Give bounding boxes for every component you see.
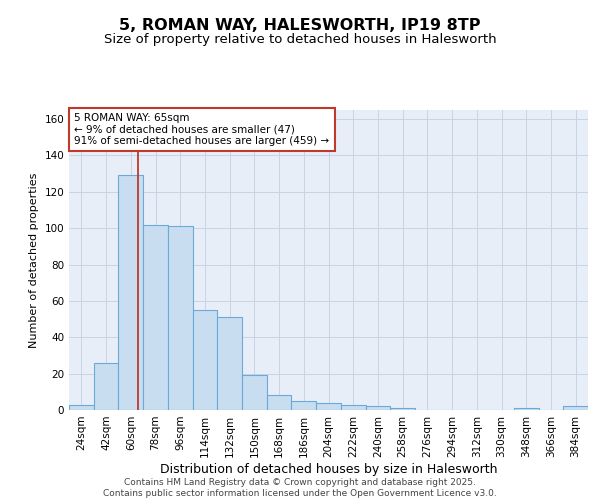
Bar <box>514 408 539 410</box>
Bar <box>292 401 316 410</box>
Bar <box>143 224 168 410</box>
Bar <box>168 226 193 410</box>
Bar <box>316 402 341 410</box>
Bar <box>69 404 94 410</box>
Y-axis label: Number of detached properties: Number of detached properties <box>29 172 39 348</box>
Bar <box>242 376 267 410</box>
Bar <box>341 404 365 410</box>
X-axis label: Distribution of detached houses by size in Halesworth: Distribution of detached houses by size … <box>160 462 497 475</box>
Bar <box>390 408 415 410</box>
Bar <box>217 318 242 410</box>
Text: Size of property relative to detached houses in Halesworth: Size of property relative to detached ho… <box>104 32 496 46</box>
Bar <box>94 362 118 410</box>
Text: 5, ROMAN WAY, HALESWORTH, IP19 8TP: 5, ROMAN WAY, HALESWORTH, IP19 8TP <box>119 18 481 32</box>
Bar <box>563 406 588 410</box>
Bar <box>118 176 143 410</box>
Bar <box>267 396 292 410</box>
Text: Contains HM Land Registry data © Crown copyright and database right 2025.
Contai: Contains HM Land Registry data © Crown c… <box>103 478 497 498</box>
Text: 5 ROMAN WAY: 65sqm
← 9% of detached houses are smaller (47)
91% of semi-detached: 5 ROMAN WAY: 65sqm ← 9% of detached hous… <box>74 113 329 146</box>
Bar <box>365 406 390 410</box>
Bar <box>193 310 217 410</box>
